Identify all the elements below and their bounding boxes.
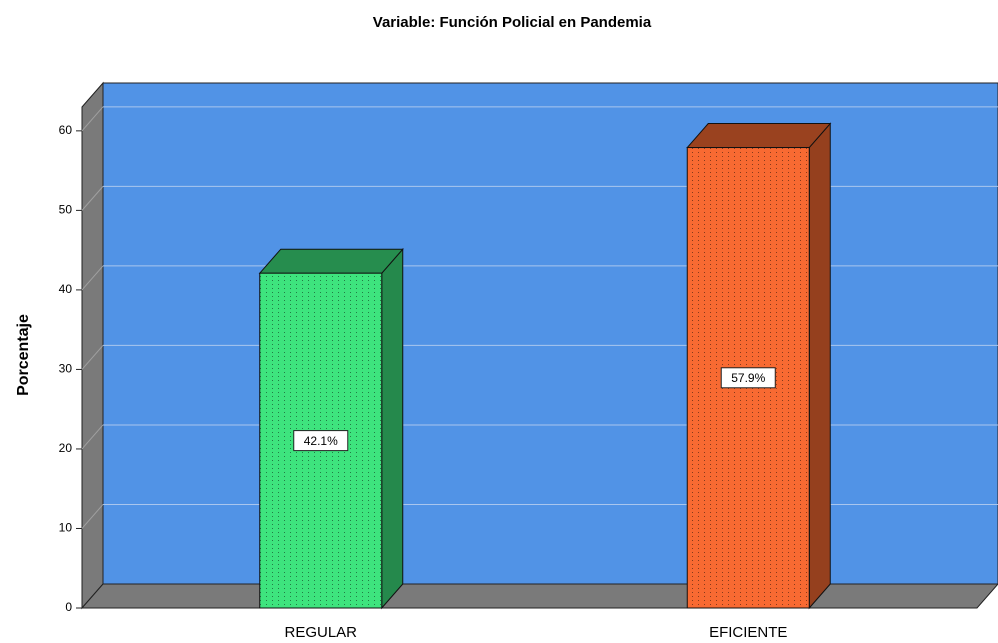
side-wall xyxy=(81,81,104,610)
x-tick-label: REGULAR xyxy=(284,624,357,641)
x-tick-label: EFICIENTE xyxy=(709,624,787,641)
floor xyxy=(80,583,998,609)
y-tick-label: 10 xyxy=(59,521,73,535)
chart-title: Variable: Función Policial en Pandemia xyxy=(373,14,652,31)
value-label-box xyxy=(293,430,349,452)
y-tick-label: 60 xyxy=(59,123,73,137)
grid-line xyxy=(81,265,104,291)
value-label-box xyxy=(720,367,776,389)
y-axis-title: Porcentaje xyxy=(15,314,32,396)
grid-line xyxy=(81,186,104,211)
y-tick-label: 40 xyxy=(59,282,73,296)
back-wall xyxy=(102,82,998,585)
y-tick-label: 30 xyxy=(59,362,73,376)
y-tick-label: 0 xyxy=(65,600,72,614)
value-label: 57.9% xyxy=(731,371,765,385)
y-tick-label: 20 xyxy=(59,441,73,455)
bar-side xyxy=(808,122,831,610)
y-tick-label: 50 xyxy=(59,203,73,217)
bar-side xyxy=(381,247,404,610)
grid-line xyxy=(81,504,104,529)
grid-line xyxy=(81,424,104,450)
plot: 0 10 20 30 40 50 60 REGULAR 42.1% EFICIENTE 57.9% xyxy=(59,106,998,641)
bar-top xyxy=(258,248,404,274)
value-label: 42.1% xyxy=(304,434,338,448)
grid-line xyxy=(81,345,104,370)
bar-top xyxy=(686,123,832,149)
grid-line xyxy=(81,106,104,132)
